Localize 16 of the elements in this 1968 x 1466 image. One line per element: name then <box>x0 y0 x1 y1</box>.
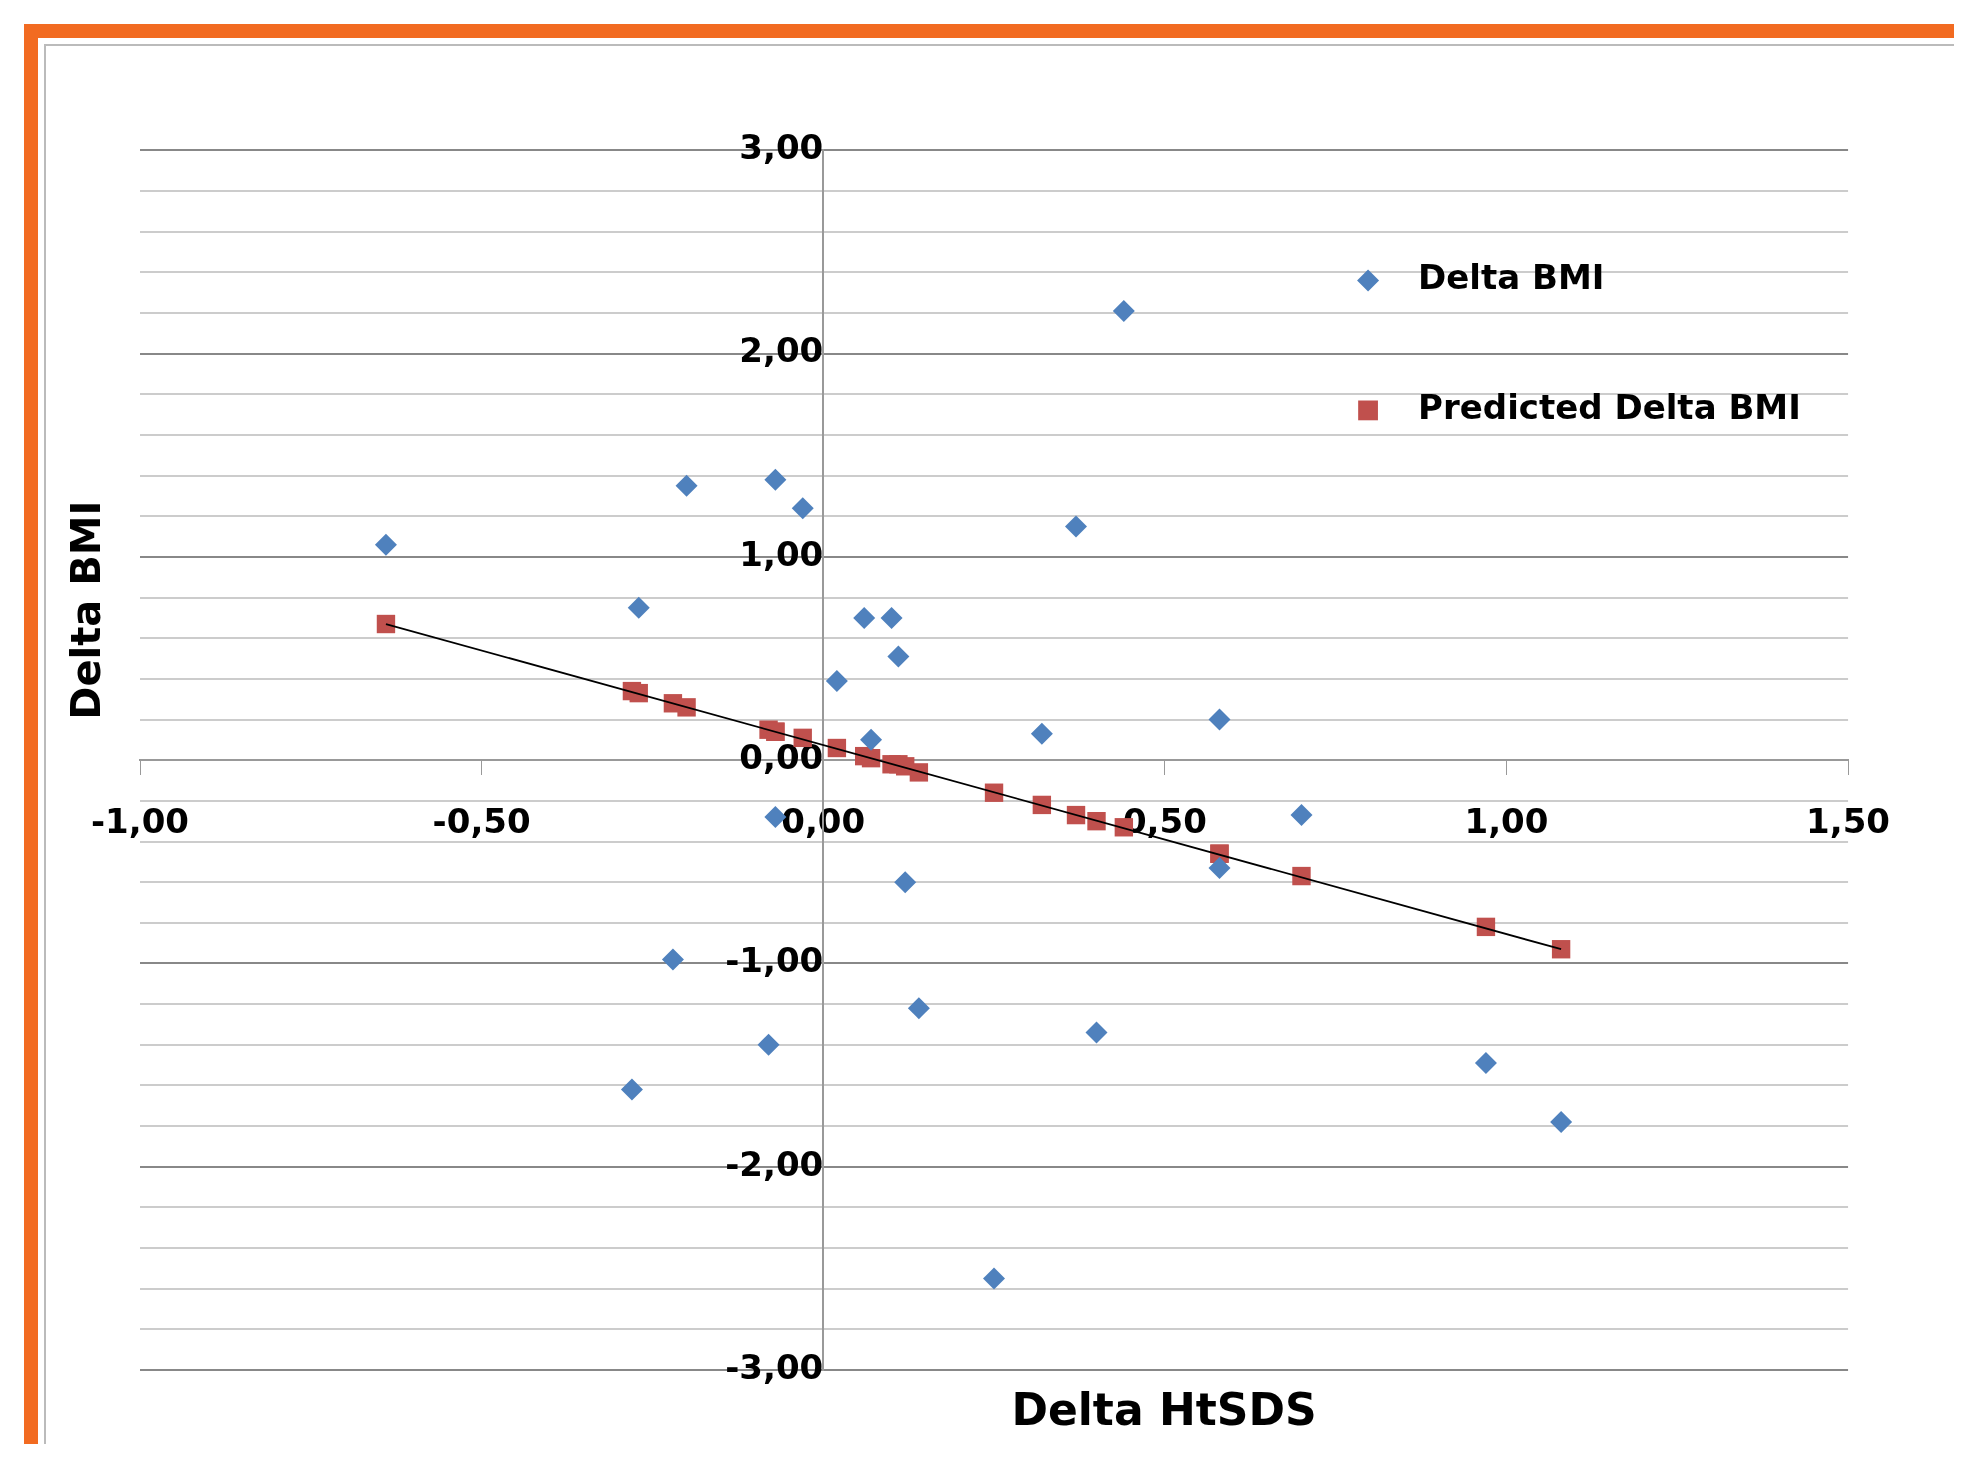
y-tick-label: 1,00 <box>739 533 824 574</box>
legend-label: Delta BMI <box>1418 257 1605 298</box>
y-tick-label: 3,00 <box>739 127 824 168</box>
x-axis-title: Delta HtSDS <box>1011 1384 1317 1436</box>
x-tick-label: -1,00 <box>91 801 189 842</box>
y-tick-label: -3,00 <box>725 1346 824 1387</box>
x-tick-label: 1,00 <box>1464 801 1549 842</box>
y-tick-label: 2,00 <box>739 330 824 371</box>
y-tick-label: -1,00 <box>725 940 824 981</box>
x-tick-label: 0,00 <box>781 801 866 842</box>
legend-label: Predicted Delta BMI <box>1418 387 1801 428</box>
y-tick-label: 0,00 <box>739 737 824 778</box>
y-axis-title: Delta BMI <box>63 500 110 720</box>
x-tick-label: 1,50 <box>1806 801 1890 842</box>
y-tick-label: -2,00 <box>725 1143 824 1184</box>
x-tick-label: -0,50 <box>432 801 531 842</box>
